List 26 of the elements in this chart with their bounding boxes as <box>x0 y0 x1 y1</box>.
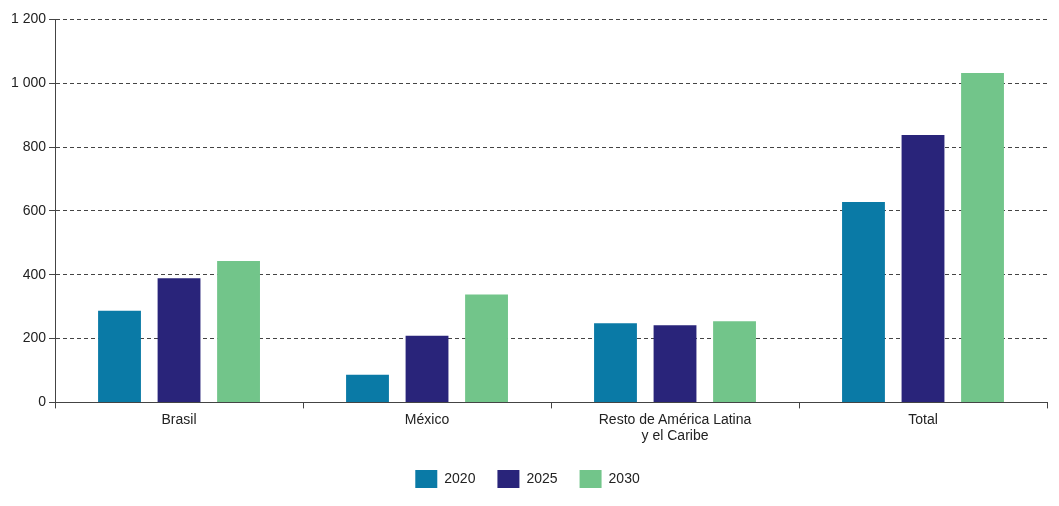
bar <box>157 278 201 402</box>
y-tick-label: 200 <box>22 329 47 346</box>
bar <box>346 374 389 402</box>
x-tick-label: México <box>404 410 450 427</box>
bar <box>465 294 508 402</box>
x-tick-label: Resto de América Latina y el Caribe <box>598 410 752 444</box>
legend-label: 2020 <box>444 469 476 486</box>
y-tick-label: 600 <box>22 201 47 218</box>
bar <box>594 323 637 402</box>
bar <box>98 310 141 402</box>
bar <box>842 201 885 402</box>
y-tick-label: 800 <box>22 137 47 154</box>
legend-label: 2030 <box>608 469 640 486</box>
y-tick-label: 1 000 <box>10 74 47 91</box>
y-tick-label: 1 200 <box>10 10 47 27</box>
bar <box>217 261 260 402</box>
bar <box>713 321 756 402</box>
bar <box>961 73 1004 402</box>
x-tick-label: Brasil <box>161 410 197 427</box>
y-tick-label: 400 <box>22 265 47 282</box>
y-tick-label: 0 <box>38 393 47 410</box>
bar <box>653 325 697 402</box>
x-tick-label: Total <box>908 410 938 427</box>
legend-label: 2025 <box>526 469 558 486</box>
bar <box>901 134 945 402</box>
bar <box>405 335 449 402</box>
